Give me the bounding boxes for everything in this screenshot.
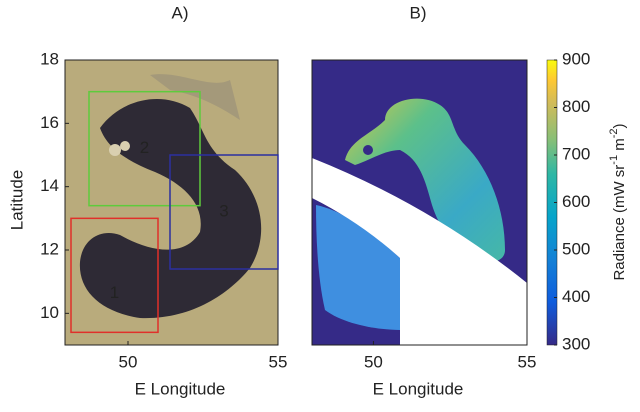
region-box	[70, 217, 159, 334]
x-tick-label: 50	[364, 352, 383, 371]
colorbar-tick-label: 800	[562, 97, 590, 116]
region-box	[169, 154, 279, 270]
y-tick-label: 16	[40, 113, 59, 132]
y-tick-label: 12	[40, 239, 59, 258]
panel-title: B)	[410, 3, 427, 22]
y-tick-label: 18	[40, 49, 59, 68]
colorbar-tick-label: 300	[562, 334, 590, 353]
y-axis-label: Latitude	[7, 170, 26, 231]
region-box	[88, 90, 201, 207]
x-tick-label: 50	[119, 352, 138, 371]
axes-b	[311, 59, 528, 346]
colorbar-tick-label: 600	[562, 192, 590, 211]
colorbar-tick-label: 900	[562, 49, 590, 68]
x-axis-label: E Longitude	[373, 379, 464, 398]
x-tick-label: 55	[518, 352, 537, 371]
colorbar-tick-label: 700	[562, 144, 590, 163]
label-part: )	[611, 123, 628, 128]
label-part: -2	[608, 128, 620, 138]
region-label: 2	[140, 138, 149, 157]
y-tick-label: 14	[40, 176, 59, 195]
label-part: -1	[608, 155, 620, 165]
x-tick-label: 55	[269, 352, 288, 371]
panel-title: A)	[172, 3, 189, 22]
image-a	[65, 60, 278, 345]
x-axis-label: E Longitude	[135, 379, 226, 398]
colorbar-label: Radiance (mW sr-1 m-2)	[608, 123, 628, 280]
label-part: m	[611, 138, 628, 155]
region-label: 3	[219, 201, 228, 220]
colorbar-tick-label: 400	[562, 287, 590, 306]
colorbar-tick-label: 500	[562, 239, 590, 258]
region-label: 1	[110, 283, 119, 302]
label-part: Radiance (mW sr	[611, 165, 628, 281]
y-tick-label: 10	[40, 303, 59, 322]
image-b	[312, 60, 527, 345]
